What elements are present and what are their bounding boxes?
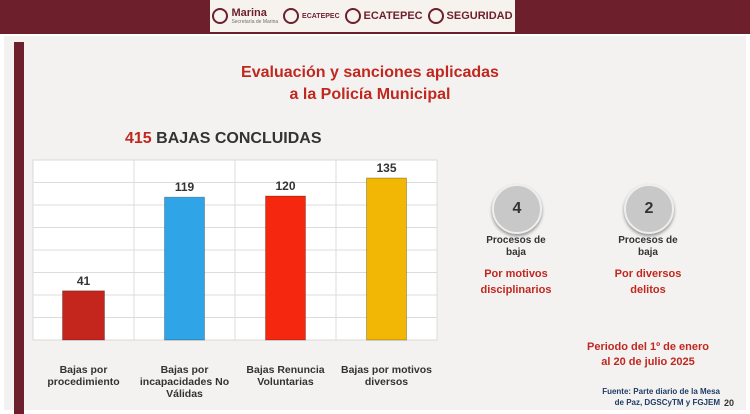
period-line: Periodo del 1º de enero: [587, 341, 709, 353]
seal-icon: [283, 8, 300, 24]
period-line: al 20 de julio 2025: [601, 356, 695, 368]
marina-logo: Marina Secretaría de Marina: [212, 7, 278, 25]
logo-name: ECATEPEC: [363, 10, 423, 22]
left-accent-bar: [14, 42, 24, 414]
ecatepec-logo: ECATEPEC: [283, 8, 340, 24]
source-line: Fuente: Parte diario de la Mesa: [602, 387, 720, 396]
ecatepec-logo-2: ECATEPEC: [344, 8, 423, 24]
stat-circle-disciplinary: 4: [492, 184, 542, 234]
title-line-2: a la Policía Municipal: [289, 86, 451, 103]
category-label: Bajas por: [60, 364, 108, 376]
logo-name: Marina: [231, 7, 267, 19]
data-label: 119: [175, 180, 195, 194]
bar: [62, 290, 105, 341]
stat-cause-line: disciplinarios: [480, 284, 552, 296]
stat-number: 2: [644, 200, 654, 217]
category-label: Bajas por motivos: [341, 364, 432, 376]
page-number: 20: [724, 398, 735, 408]
bar: [366, 177, 407, 341]
data-label: 135: [376, 161, 396, 175]
category-label: Válidas: [166, 388, 203, 400]
headline-number: 415: [125, 130, 152, 147]
logo-sub: Secretaría de Marina: [231, 19, 279, 25]
stat-label-disciplinary: Procesos de baja: [456, 235, 576, 259]
stat-cause-line: Por diversos: [614, 268, 682, 280]
period-note: Periodo del 1º de enero al 20 de julio 2…: [568, 340, 728, 370]
title-line-1: Evaluación y sanciones aplicadas: [241, 64, 499, 81]
category-label: Bajas Renuncia: [246, 364, 324, 376]
data-label: 41: [77, 274, 91, 288]
category-label: diversos: [365, 376, 408, 388]
gear-icon: [427, 8, 444, 24]
stat-cause-crimes: Por diversos delitos: [588, 266, 708, 298]
category-label: incapacidades No: [140, 376, 229, 388]
bar: [164, 196, 205, 341]
stat-label-line: baja: [505, 247, 526, 258]
stat-label-line: Procesos de: [486, 235, 546, 246]
logo-strip: Marina Secretaría de Marina ECATEPEC ECA…: [210, 0, 515, 32]
category-label: procedimiento: [47, 376, 119, 388]
stat-label-line: Procesos de: [618, 235, 678, 246]
anchor-icon: [212, 8, 229, 24]
stat-cause-line: Por motivos: [484, 268, 548, 280]
source-note: Fuente: Parte diario de la Mesa de Paz, …: [580, 386, 720, 408]
bar: [265, 195, 306, 341]
logo-name: SEGURIDAD: [446, 10, 513, 22]
slide-title: Evaluación y sanciones aplicadas a la Po…: [160, 62, 580, 106]
stat-number: 4: [512, 200, 522, 217]
source-line: de Paz, DGSCyTM y FGJEM: [614, 398, 720, 407]
stat-cause-line: delitos: [630, 284, 666, 296]
seal-icon: [344, 8, 361, 24]
stat-cause-disciplinary: Por motivos disciplinarios: [456, 266, 576, 298]
headline: 415 BAJAS CONCLUIDAS: [125, 130, 322, 148]
category-label: Voluntarias: [257, 376, 314, 388]
logo-name: ECATEPEC: [302, 12, 340, 20]
category-label: Bajas por: [161, 364, 209, 376]
seguridad-logo: SEGURIDAD: [427, 8, 513, 24]
headline-text: BAJAS CONCLUIDAS: [156, 130, 322, 147]
stat-circle-crimes: 2: [624, 184, 674, 234]
stat-label-line: baja: [637, 247, 658, 258]
data-label: 120: [275, 179, 295, 193]
stat-label-crimes: Procesos de baja: [588, 235, 708, 259]
